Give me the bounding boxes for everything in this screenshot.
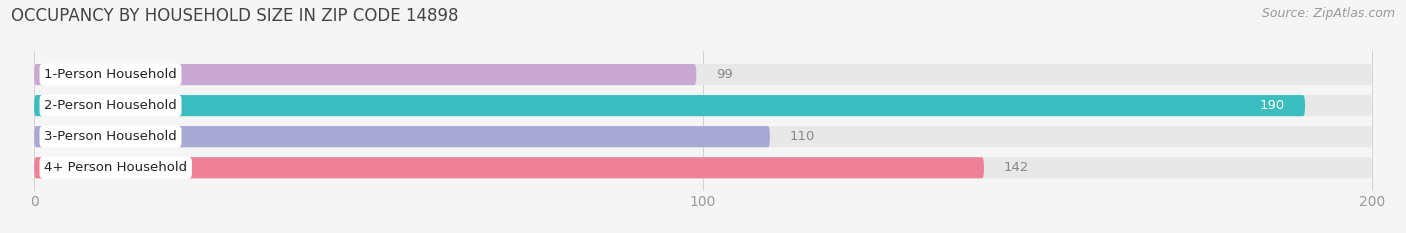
Text: 3-Person Household: 3-Person Household <box>44 130 177 143</box>
FancyBboxPatch shape <box>34 157 984 178</box>
Text: 142: 142 <box>1004 161 1029 174</box>
Text: 4+ Person Household: 4+ Person Household <box>44 161 187 174</box>
Text: 99: 99 <box>717 68 733 81</box>
Text: Source: ZipAtlas.com: Source: ZipAtlas.com <box>1261 7 1395 20</box>
FancyBboxPatch shape <box>34 126 770 147</box>
FancyBboxPatch shape <box>34 95 1372 116</box>
Text: 110: 110 <box>790 130 815 143</box>
FancyBboxPatch shape <box>34 126 1372 147</box>
Text: 190: 190 <box>1260 99 1285 112</box>
FancyBboxPatch shape <box>34 157 1372 178</box>
Text: 1-Person Household: 1-Person Household <box>44 68 177 81</box>
Text: OCCUPANCY BY HOUSEHOLD SIZE IN ZIP CODE 14898: OCCUPANCY BY HOUSEHOLD SIZE IN ZIP CODE … <box>11 7 458 25</box>
FancyBboxPatch shape <box>34 64 696 85</box>
FancyBboxPatch shape <box>34 95 1305 116</box>
Text: 2-Person Household: 2-Person Household <box>44 99 177 112</box>
FancyBboxPatch shape <box>34 64 1372 85</box>
